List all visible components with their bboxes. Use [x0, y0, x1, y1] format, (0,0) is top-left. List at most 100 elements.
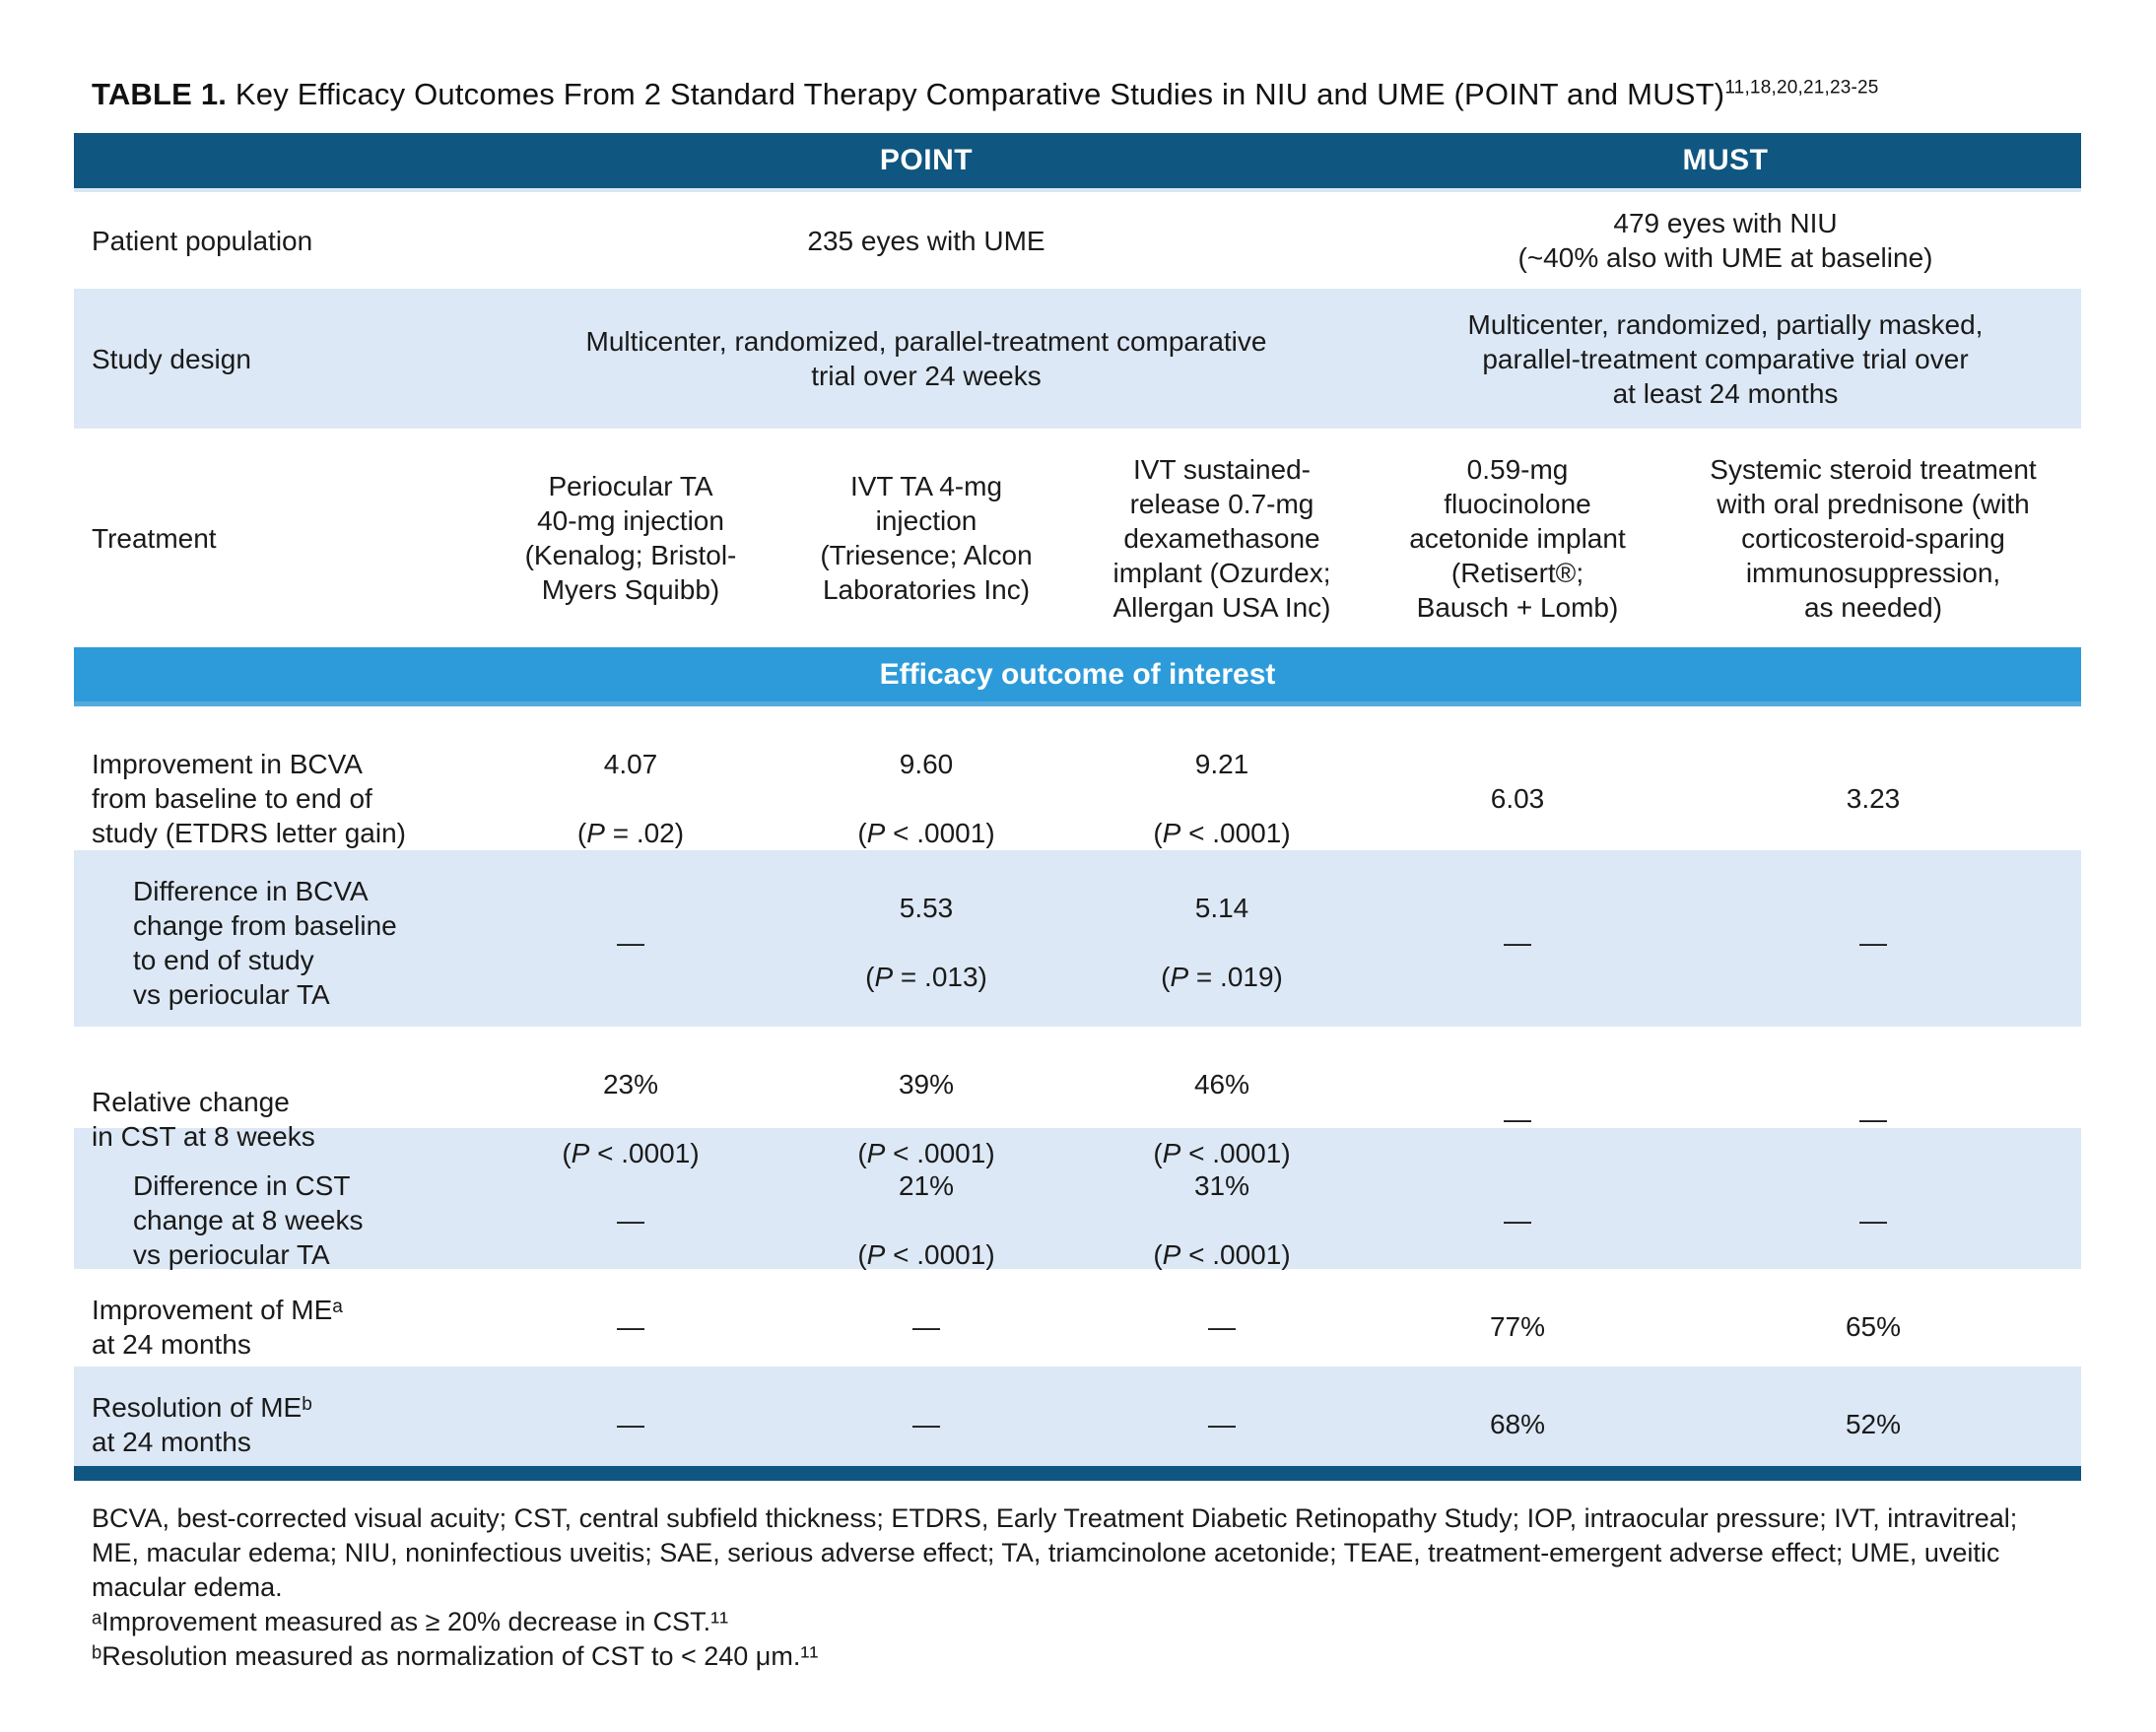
outcome-cell: 23% (P < .0001): [483, 1027, 778, 1211]
table-header-band: POINT MUST: [74, 133, 2081, 192]
outcome-cell: 52%: [1665, 1366, 2081, 1482]
cell-value: —: [912, 1409, 940, 1439]
outcome-cell: 77%: [1370, 1269, 1665, 1384]
row-improvement-me: Improvement of MEᵃ at 24 months — — — 77…: [74, 1269, 2081, 1366]
cell-value: —: [1859, 927, 1887, 958]
row-label: Resolution of MEᵇ at 24 months: [92, 1391, 312, 1457]
cell-pvalue: (P = .02): [576, 818, 685, 848]
outcome-cell: —: [1665, 1061, 2081, 1176]
cell-value: —: [1208, 1311, 1236, 1342]
cell-value: 9.60: [899, 749, 954, 779]
cell-pvalue: (P < .0001): [1153, 1138, 1291, 1168]
table-title-text: Key Efficacy Outcomes From 2 Standard Th…: [227, 77, 1725, 111]
cell-value: 23%: [602, 1069, 659, 1099]
outcome-cell: 5.53 (P = .013): [778, 850, 1074, 1034]
outcome-cell: —: [483, 885, 778, 1000]
row-label: Improvement in BCVA from baseline to end…: [92, 749, 406, 848]
column-header-must: MUST: [1682, 144, 1769, 176]
row-patient-population: Patient population 235 eyes with UME 479…: [74, 192, 2081, 289]
row-label: Study design: [92, 343, 251, 374]
table-footnotes: BCVA, best-corrected visual acuity; CST,…: [92, 1501, 2062, 1674]
row-study-design: Study design Multicenter, randomized, pa…: [74, 289, 2081, 429]
patient-population-point: 235 eyes with UME: [807, 225, 1045, 256]
outcome-cell: —: [1370, 885, 1665, 1000]
outcome-cell: —: [483, 1163, 778, 1278]
footnote-b: ᵇResolution measured as normalization of…: [92, 1641, 819, 1672]
row-treatment: Treatment Periocular TA 40-mg injection …: [74, 429, 2081, 647]
row-label: Improvement of MEᵃ at 24 months: [92, 1294, 343, 1360]
outcome-cell: —: [1665, 885, 2081, 1000]
study-design-point: Multicenter, randomized, parallel-treatm…: [585, 326, 1267, 391]
title-citation-superscript: 11,18,20,21,23-25: [1724, 77, 1879, 99]
cell-pvalue: (P < .0001): [1153, 818, 1291, 848]
cell-value: —: [617, 1311, 644, 1342]
treatment-arm-ivt-ta: IVT TA 4-mg injection (Triesence; Alcon …: [820, 471, 1033, 605]
outcome-cell: 4.07 (P = .02): [483, 706, 778, 891]
cell-value: 5.53: [899, 893, 954, 923]
column-header-point: POINT: [879, 144, 974, 176]
cell-value: —: [617, 1205, 644, 1235]
treatment-arm-dexamethasone-implant: IVT sustained- release 0.7-mg dexamethas…: [1112, 453, 1331, 623]
treatment-arm-systemic-steroid: Systemic steroid treatment with oral pre…: [1710, 453, 2037, 623]
outcome-cell: 6.03: [1370, 741, 1665, 856]
row-improvement-bcva: Improvement in BCVA from baseline to end…: [74, 706, 2081, 850]
outcome-cell: —: [483, 1366, 778, 1482]
outcome-cell: —: [778, 1366, 1074, 1482]
cell-value: 39%: [898, 1069, 955, 1099]
cell-value: 9.21: [1194, 749, 1249, 779]
cell-value: —: [617, 927, 644, 958]
cell-value: —: [1859, 1103, 1887, 1134]
outcome-cell: —: [1665, 1163, 2081, 1278]
treatment-arm-fluocinolone-implant: 0.59-mg fluocinolone acetonide implant (…: [1409, 453, 1626, 623]
outcome-cell: —: [1370, 1061, 1665, 1176]
cell-value: 46%: [1193, 1069, 1250, 1099]
row-label: Relative change in CST at 8 weeks: [92, 1086, 315, 1152]
outcome-cell: —: [1074, 1366, 1370, 1482]
cell-pvalue: (P < .0001): [562, 1138, 700, 1168]
cell-value: —: [1504, 927, 1531, 958]
cell-pvalue: (P < .0001): [857, 1239, 995, 1270]
row-difference-cst: Difference in CST change at 8 weeks vs p…: [74, 1128, 2081, 1270]
row-relative-change-cst: Relative change in CST at 8 weeks 23% (P…: [74, 1027, 2081, 1168]
study-design-must: Multicenter, randomized, partially maske…: [1467, 308, 1984, 409]
cell-value: 65%: [1845, 1311, 1902, 1342]
row-label: Difference in CST change at 8 weeks vs p…: [133, 1170, 364, 1270]
cell-value: 68%: [1489, 1409, 1546, 1439]
cell-value: 5.14: [1194, 893, 1249, 923]
cell-value: 52%: [1845, 1409, 1902, 1439]
cell-value: —: [912, 1311, 940, 1342]
cell-pvalue: (P < .0001): [857, 818, 995, 848]
treatment-arm-periocular-ta: Periocular TA 40-mg injection (Kenalog; …: [524, 471, 737, 605]
row-label: Difference in BCVA change from baseline …: [133, 875, 397, 1010]
cell-value: 21%: [898, 1170, 955, 1201]
outcome-cell: 65%: [1665, 1269, 2081, 1384]
row-difference-bcva: Difference in BCVA change from baseline …: [74, 850, 2081, 1027]
cell-pvalue: (P = .019): [1161, 962, 1283, 992]
cell-value: 31%: [1193, 1170, 1250, 1201]
row-resolution-me: Resolution of MEᵇ at 24 months — — — 68%…: [74, 1366, 2081, 1466]
row-label: Patient population: [92, 225, 313, 256]
cell-pvalue: (P < .0001): [1153, 1239, 1291, 1270]
outcome-cell: 39% (P < .0001): [778, 1027, 1074, 1211]
outcome-cell: 3.23: [1665, 741, 2081, 856]
outcome-cell: —: [483, 1269, 778, 1384]
outcome-cell: 68%: [1370, 1366, 1665, 1482]
cell-value: 6.03: [1490, 783, 1545, 814]
outcome-cell: 31% (P < .0001): [1074, 1128, 1370, 1312]
efficacy-table: POINT MUST Patient population 235 eyes w…: [74, 133, 2081, 1481]
cell-pvalue: (P < .0001): [857, 1138, 995, 1168]
outcome-cell: —: [1074, 1269, 1370, 1384]
row-label: Treatment: [92, 522, 217, 554]
outcome-cell: —: [778, 1269, 1074, 1384]
cell-value: —: [1859, 1205, 1887, 1235]
footnote-a: ᵃImprovement measured as ≥ 20% decrease …: [92, 1607, 729, 1637]
footnote-abbreviations: BCVA, best-corrected visual acuity; CST,…: [92, 1503, 2018, 1603]
cell-value: 3.23: [1846, 783, 1901, 814]
cell-value: —: [1504, 1103, 1531, 1134]
cell-pvalue: (P = .013): [865, 962, 987, 992]
patient-population-must: 479 eyes with NIU (~40% also with UME at…: [1517, 208, 1933, 273]
table-number: TABLE 1.: [92, 77, 228, 111]
cell-value: 4.07: [603, 749, 658, 779]
section-band-efficacy-outcome: Efficacy outcome of interest: [74, 647, 2081, 706]
cell-value: —: [1208, 1409, 1236, 1439]
